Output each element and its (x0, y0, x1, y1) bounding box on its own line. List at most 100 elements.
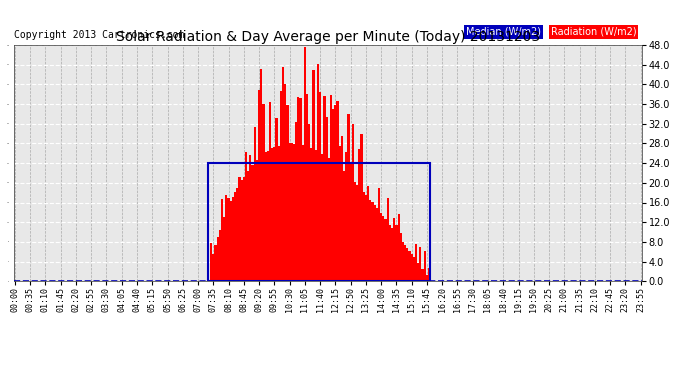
Bar (302, 145, 304, 281)
Bar (360, 134, 363, 281)
Bar (308, 124, 310, 281)
Bar (217, 237, 219, 281)
Bar (322, 154, 324, 281)
Bar (373, 205, 376, 281)
Bar (376, 208, 378, 281)
Bar (341, 136, 343, 281)
Bar (256, 160, 258, 281)
Bar (363, 192, 365, 281)
Bar (288, 144, 290, 281)
Bar (295, 122, 297, 281)
Bar (426, 275, 428, 281)
Bar (208, 163, 431, 281)
Bar (277, 146, 279, 281)
Title: Solar Radiation & Day Average per Minute (Today) 20131203: Solar Radiation & Day Average per Minute… (116, 30, 540, 44)
Bar (354, 182, 356, 281)
Bar (408, 251, 411, 281)
Bar (332, 109, 334, 281)
Bar (245, 152, 247, 281)
Bar (330, 95, 332, 281)
Bar (210, 243, 213, 281)
Bar (213, 254, 215, 281)
Bar (238, 177, 241, 281)
Bar (279, 91, 282, 281)
Bar (391, 228, 393, 281)
Bar (378, 188, 380, 281)
Bar (304, 48, 306, 281)
Bar (400, 233, 402, 281)
Bar (299, 98, 302, 281)
Bar (293, 144, 295, 281)
Bar (225, 195, 228, 281)
Bar (290, 144, 293, 281)
Bar (275, 118, 277, 281)
Bar (230, 201, 232, 281)
Bar (380, 213, 382, 281)
Bar (310, 148, 313, 281)
Bar (258, 90, 260, 281)
Bar (262, 104, 264, 281)
Bar (386, 198, 388, 281)
Bar (324, 96, 326, 281)
Bar (260, 69, 262, 281)
Bar (286, 105, 288, 281)
Bar (241, 180, 243, 281)
Bar (371, 202, 373, 281)
Bar (247, 171, 249, 281)
Bar (228, 198, 230, 281)
Bar (422, 269, 424, 281)
Bar (384, 219, 386, 281)
Bar (251, 165, 254, 281)
Bar (267, 151, 269, 281)
Bar (413, 257, 415, 281)
Bar (397, 214, 400, 281)
Bar (315, 150, 317, 281)
Bar (395, 225, 397, 281)
Bar (215, 245, 217, 281)
Bar (319, 92, 322, 281)
Bar (406, 248, 408, 281)
Bar (424, 251, 426, 281)
Bar (269, 102, 271, 281)
Bar (411, 254, 413, 281)
Bar (404, 245, 406, 281)
Bar (232, 196, 234, 281)
Bar (420, 247, 422, 281)
Bar (339, 146, 341, 281)
Bar (350, 162, 352, 281)
Bar (306, 94, 308, 281)
Bar (352, 124, 354, 281)
Bar (282, 67, 284, 281)
Bar (271, 148, 273, 281)
Bar (356, 185, 358, 281)
Bar (417, 263, 420, 281)
Bar (243, 177, 245, 281)
Bar (313, 70, 315, 281)
Bar (249, 155, 251, 281)
Bar (369, 200, 371, 281)
Bar (388, 225, 391, 281)
Bar (317, 64, 319, 281)
Bar (236, 188, 238, 281)
Bar (284, 84, 286, 281)
Bar (367, 186, 369, 281)
Bar (343, 171, 345, 281)
Bar (393, 218, 395, 281)
Bar (264, 153, 267, 281)
Bar (219, 230, 221, 281)
Bar (358, 149, 360, 281)
Text: Copyright 2013 Cartronics.com: Copyright 2013 Cartronics.com (14, 30, 184, 40)
Bar (402, 242, 404, 281)
Bar (273, 147, 275, 281)
Bar (347, 114, 350, 281)
Bar (223, 217, 225, 281)
Bar (365, 195, 367, 281)
Bar (415, 244, 417, 281)
Bar (297, 98, 299, 281)
Text: Radiation (W/m2): Radiation (W/m2) (551, 27, 636, 37)
Bar (337, 101, 339, 281)
Bar (382, 216, 384, 281)
Bar (326, 117, 328, 281)
Bar (254, 127, 256, 281)
Bar (221, 199, 223, 281)
